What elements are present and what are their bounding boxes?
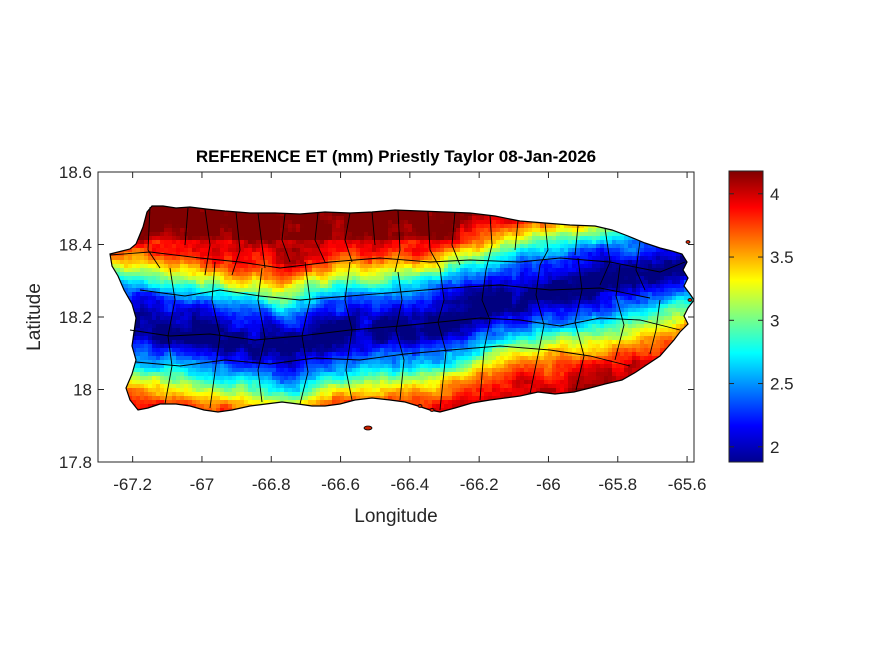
x-tick-label: -67	[190, 475, 215, 494]
municipality-boundary	[479, 269, 491, 401]
colorbar-ticks: 4 3.5 3 2.5 2	[729, 185, 794, 457]
municipality-boundary	[147, 206, 161, 269]
y-tick-label: 18.4	[59, 236, 92, 255]
chart-title: REFERENCE ET (mm) Priestly Taylor 08-Jan…	[196, 147, 596, 166]
municipality-boundary	[635, 240, 646, 291]
y-tick-label: 18	[73, 381, 92, 400]
municipality-boundary	[514, 220, 519, 251]
island-outline	[109, 205, 694, 413]
municipality-boundary	[204, 208, 211, 276]
islet	[417, 404, 423, 408]
colorbar-gradient	[729, 171, 763, 462]
municipality-boundary	[257, 212, 266, 269]
municipality-boundaries	[109, 206, 686, 411]
municipality-boundary	[209, 261, 221, 409]
municipality-boundary	[649, 299, 661, 355]
municipality-boundary	[344, 261, 353, 401]
y-tick-label: 18.2	[59, 308, 92, 327]
x-tick-label: -66.6	[321, 475, 360, 494]
municipality-boundary	[257, 267, 266, 403]
islet	[685, 240, 691, 244]
islet	[687, 298, 693, 302]
municipality-boundary	[281, 213, 291, 263]
x-tick-label: -66.2	[460, 475, 499, 494]
municipality-boundary	[129, 317, 681, 341]
municipality-boundary	[299, 261, 311, 405]
colorbar-tick-label: 4	[770, 185, 779, 204]
municipality-boundary	[395, 271, 405, 401]
colorbar-tick-label: 2.5	[770, 375, 794, 394]
municipality-boundary	[231, 211, 241, 276]
colorbar-tick-label: 3	[770, 311, 779, 330]
municipality-boundary	[164, 267, 176, 405]
x-ticks: -67.2 -67 -66.8 -66.6 -66.4 -66.2 -66 -65.8 -65.…	[113, 172, 706, 494]
colorbar-tick-label: 2	[770, 438, 779, 457]
x-tick-label: -66	[536, 475, 561, 494]
municipality-boundary	[529, 264, 545, 395]
municipality-boundary	[451, 211, 461, 266]
colorbar: 4 3.5 3 2.5 2	[728, 170, 794, 463]
municipality-boundary	[394, 210, 401, 273]
y-ticks: 18.6 18.4 18.2 18 17.8	[59, 163, 694, 472]
municipality-boundary	[109, 251, 686, 273]
x-axis-label: Longitude	[354, 506, 437, 527]
islet	[429, 408, 435, 412]
colorbar-frame	[728, 170, 764, 463]
x-tick-label: -66.4	[390, 475, 429, 494]
islet	[363, 425, 373, 431]
municipality-boundary	[614, 264, 625, 361]
municipality-boundary	[184, 207, 189, 246]
offshore-islets	[363, 240, 693, 431]
municipality-boundary	[485, 214, 493, 271]
municipality-boundary	[371, 211, 376, 246]
municipality-boundary	[314, 212, 326, 263]
colorbar-tick-label: 3.5	[770, 248, 794, 267]
municipality-boundary	[574, 257, 585, 391]
municipality-boundary	[437, 267, 447, 411]
y-tick-label: 18.6	[59, 163, 92, 182]
x-tick-label: -65.8	[598, 475, 637, 494]
y-tick-label: 17.8	[59, 453, 92, 472]
x-tick-label: -66.8	[252, 475, 291, 494]
municipality-boundary	[574, 225, 579, 256]
y-axis-label: Latitude	[24, 283, 45, 351]
municipality-boundary	[344, 212, 353, 263]
municipality-boundary	[139, 284, 651, 301]
x-tick-label: -65.6	[668, 475, 707, 494]
municipality-boundary	[135, 345, 631, 367]
x-tick-label: -67.2	[113, 475, 152, 494]
